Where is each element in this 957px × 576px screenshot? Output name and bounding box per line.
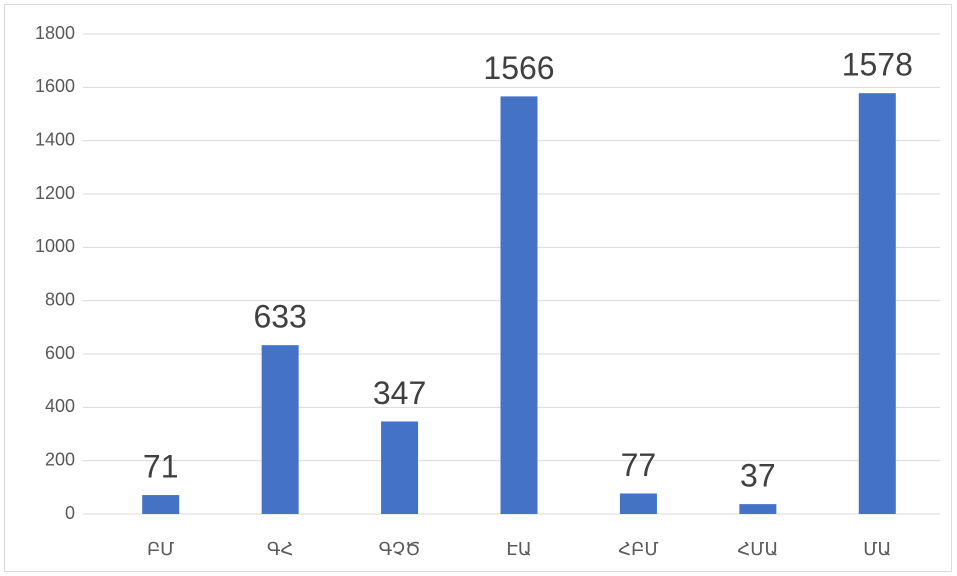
x-tick-label: ՀՄԱ xyxy=(737,539,778,560)
x-tick-label: ԳՉԾ xyxy=(379,539,421,560)
data-label: 77 xyxy=(621,447,657,483)
bar xyxy=(858,93,896,514)
data-label: 71 xyxy=(143,449,179,485)
x-tick-label: ԳՀ xyxy=(267,539,293,560)
data-label: 37 xyxy=(740,458,776,494)
y-tick-label: 600 xyxy=(45,343,75,363)
bar xyxy=(142,495,180,514)
bar xyxy=(500,96,538,515)
y-tick-label: 1600 xyxy=(35,76,75,96)
bar xyxy=(261,345,299,514)
data-label: 1566 xyxy=(483,50,554,86)
data-label: 347 xyxy=(373,375,426,411)
data-label: 633 xyxy=(253,299,306,335)
y-tick-label: 0 xyxy=(65,503,75,523)
y-tick-label: 1000 xyxy=(35,236,75,256)
x-tick-label: ԲՄ xyxy=(147,539,174,560)
x-tick-label: ՀԲՄ xyxy=(618,539,658,560)
chart-border xyxy=(4,4,952,572)
y-tick-label: 800 xyxy=(45,289,75,309)
y-tick-label: 200 xyxy=(45,449,75,469)
y-tick-label: 1800 xyxy=(35,23,75,43)
y-tick-label: 1400 xyxy=(35,129,75,149)
x-tick-label: ԷԱ xyxy=(506,539,531,560)
x-tick-label: ՄԱ xyxy=(863,539,891,560)
bar xyxy=(381,421,419,514)
y-tick-label: 400 xyxy=(45,396,75,416)
y-tick-label: 1200 xyxy=(35,183,75,203)
bar xyxy=(619,493,657,514)
data-label: 1578 xyxy=(842,47,913,83)
bar xyxy=(739,504,777,514)
